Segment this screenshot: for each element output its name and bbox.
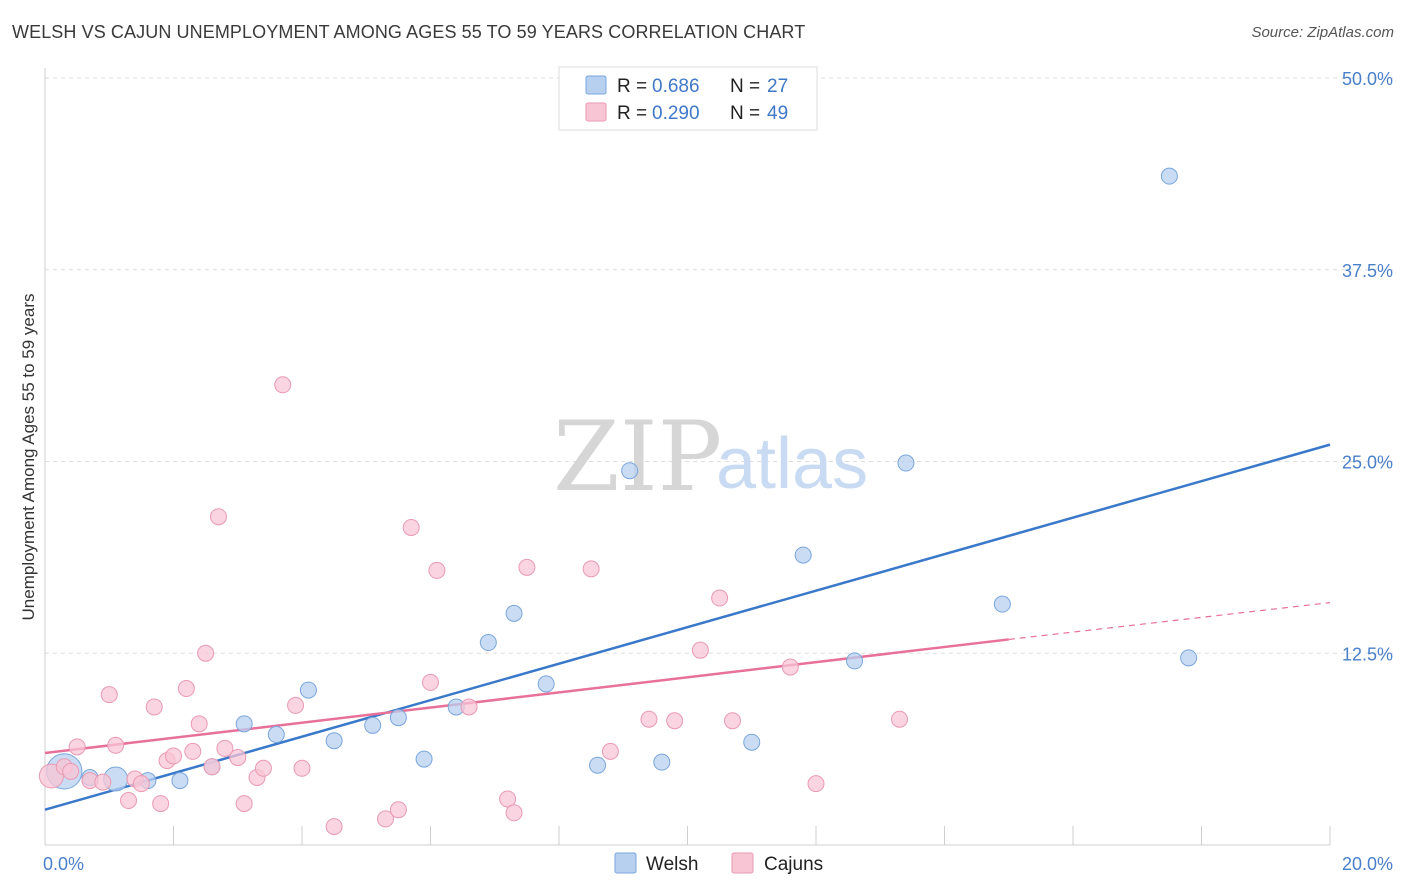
- point-cajuns: [68, 738, 86, 756]
- x-tick-label-max: 20.0%: [1342, 854, 1393, 874]
- y-tick-label: 25.0%: [1342, 453, 1393, 473]
- legend-n-value-welsh: 27: [767, 76, 788, 97]
- x-tick-label-min: 0.0%: [43, 854, 84, 874]
- point-cajuns: [229, 749, 247, 767]
- point-welsh: [235, 715, 253, 733]
- point-cajuns: [325, 818, 343, 836]
- axes: [44, 68, 1331, 846]
- stats-legend: R = 0.686 N = 27 R = 0.290 N = 49: [558, 66, 818, 131]
- point-cajuns: [184, 742, 202, 760]
- legend-r-label-cajuns: R =: [617, 103, 647, 124]
- point-welsh: [846, 652, 864, 670]
- point-cajuns: [582, 560, 600, 578]
- point-cajuns: [190, 715, 208, 733]
- y-tick-label: 37.5%: [1342, 261, 1393, 281]
- point-cajuns: [691, 641, 709, 659]
- legend-r-value-welsh: 0.686: [652, 76, 700, 97]
- point-cajuns: [132, 775, 150, 793]
- legend-swatch-cajuns: [585, 102, 607, 122]
- point-cajuns: [107, 736, 125, 754]
- point-cajuns: [235, 795, 253, 813]
- tick-labels: 12.5% 25.0% 37.5% 50.0% 0.0% 20.0%: [43, 69, 1393, 874]
- point-welsh: [1160, 167, 1178, 185]
- point-welsh: [299, 681, 317, 699]
- point-cajuns: [177, 680, 195, 698]
- point-cajuns: [203, 758, 221, 776]
- point-cajuns: [197, 644, 215, 662]
- gridlines: [45, 77, 1395, 654]
- series-legend-swatch-welsh: [614, 852, 637, 874]
- point-cajuns: [601, 742, 619, 760]
- data-points: [38, 167, 1198, 836]
- point-cajuns: [165, 747, 182, 765]
- point-cajuns: [152, 795, 170, 813]
- point-cajuns: [377, 810, 395, 828]
- point-cajuns: [100, 686, 118, 704]
- legend-r-label-welsh: R =: [617, 76, 647, 97]
- point-welsh: [743, 733, 761, 751]
- point-welsh: [589, 756, 607, 774]
- point-cajuns: [891, 710, 909, 728]
- legend-swatch-welsh: [585, 75, 607, 95]
- watermark-zip: ZIP: [553, 401, 722, 513]
- point-cajuns: [389, 801, 407, 819]
- series-legend-swatch-cajuns: [731, 852, 754, 874]
- point-welsh: [267, 726, 285, 744]
- watermark-atlas: atlas: [716, 424, 868, 504]
- point-cajuns: [460, 698, 478, 716]
- point-cajuns: [274, 376, 292, 394]
- watermark: ZIP atlas: [553, 401, 868, 513]
- legend-n-label-cajuns: N =: [730, 103, 760, 124]
- point-cajuns: [807, 775, 825, 793]
- y-axis-label: Unemployment Among Ages 55 to 59 years: [19, 294, 38, 621]
- point-cajuns: [120, 792, 138, 810]
- point-cajuns: [145, 698, 163, 716]
- point-welsh: [389, 709, 407, 727]
- point-welsh: [653, 753, 671, 771]
- point-cajuns: [94, 773, 112, 791]
- point-welsh: [325, 732, 343, 750]
- point-cajuns: [505, 804, 523, 822]
- point-welsh: [537, 675, 555, 693]
- point-cajuns: [723, 712, 741, 730]
- point-cajuns: [422, 673, 439, 691]
- series-legend-label-cajuns: Cajuns: [764, 854, 823, 875]
- point-cajuns: [428, 561, 446, 579]
- point-welsh: [479, 634, 497, 652]
- point-cajuns: [287, 696, 305, 714]
- chart-title: WELSH VS CAJUN UNEMPLOYMENT AMONG AGES 5…: [12, 22, 806, 42]
- point-cajuns: [62, 762, 80, 780]
- point-cajuns: [781, 658, 799, 676]
- point-welsh: [794, 546, 812, 564]
- point-cajuns: [254, 759, 272, 777]
- point-welsh: [505, 604, 523, 622]
- point-welsh: [1180, 649, 1198, 667]
- legend-r-value-cajuns: 0.290: [652, 103, 700, 124]
- point-cajuns: [499, 790, 517, 808]
- legend-n-value-cajuns: 49: [767, 103, 788, 124]
- point-cajuns: [293, 759, 311, 777]
- point-cajuns: [402, 518, 420, 536]
- point-welsh: [364, 716, 382, 734]
- point-cajuns: [209, 508, 227, 526]
- point-welsh: [621, 462, 639, 480]
- legend-n-label-welsh: N =: [730, 76, 760, 97]
- point-cajuns: [216, 739, 234, 757]
- series-legend: Welsh Cajuns: [614, 852, 823, 875]
- point-cajuns: [518, 558, 536, 576]
- trend-line-welsh: [44, 443, 1331, 811]
- point-cajuns: [666, 712, 684, 730]
- point-cajuns: [640, 710, 658, 728]
- y-tick-label: 50.0%: [1342, 69, 1393, 89]
- point-welsh: [993, 595, 1011, 613]
- series-legend-label-welsh: Welsh: [646, 854, 698, 875]
- point-cajuns: [711, 589, 729, 607]
- point-welsh: [897, 454, 915, 472]
- source-label: Source: ZipAtlas.com: [1251, 24, 1394, 41]
- point-welsh: [171, 772, 189, 790]
- trend-extension-cajuns: [1008, 602, 1331, 641]
- y-tick-label: 12.5%: [1342, 644, 1393, 664]
- point-welsh: [415, 750, 433, 768]
